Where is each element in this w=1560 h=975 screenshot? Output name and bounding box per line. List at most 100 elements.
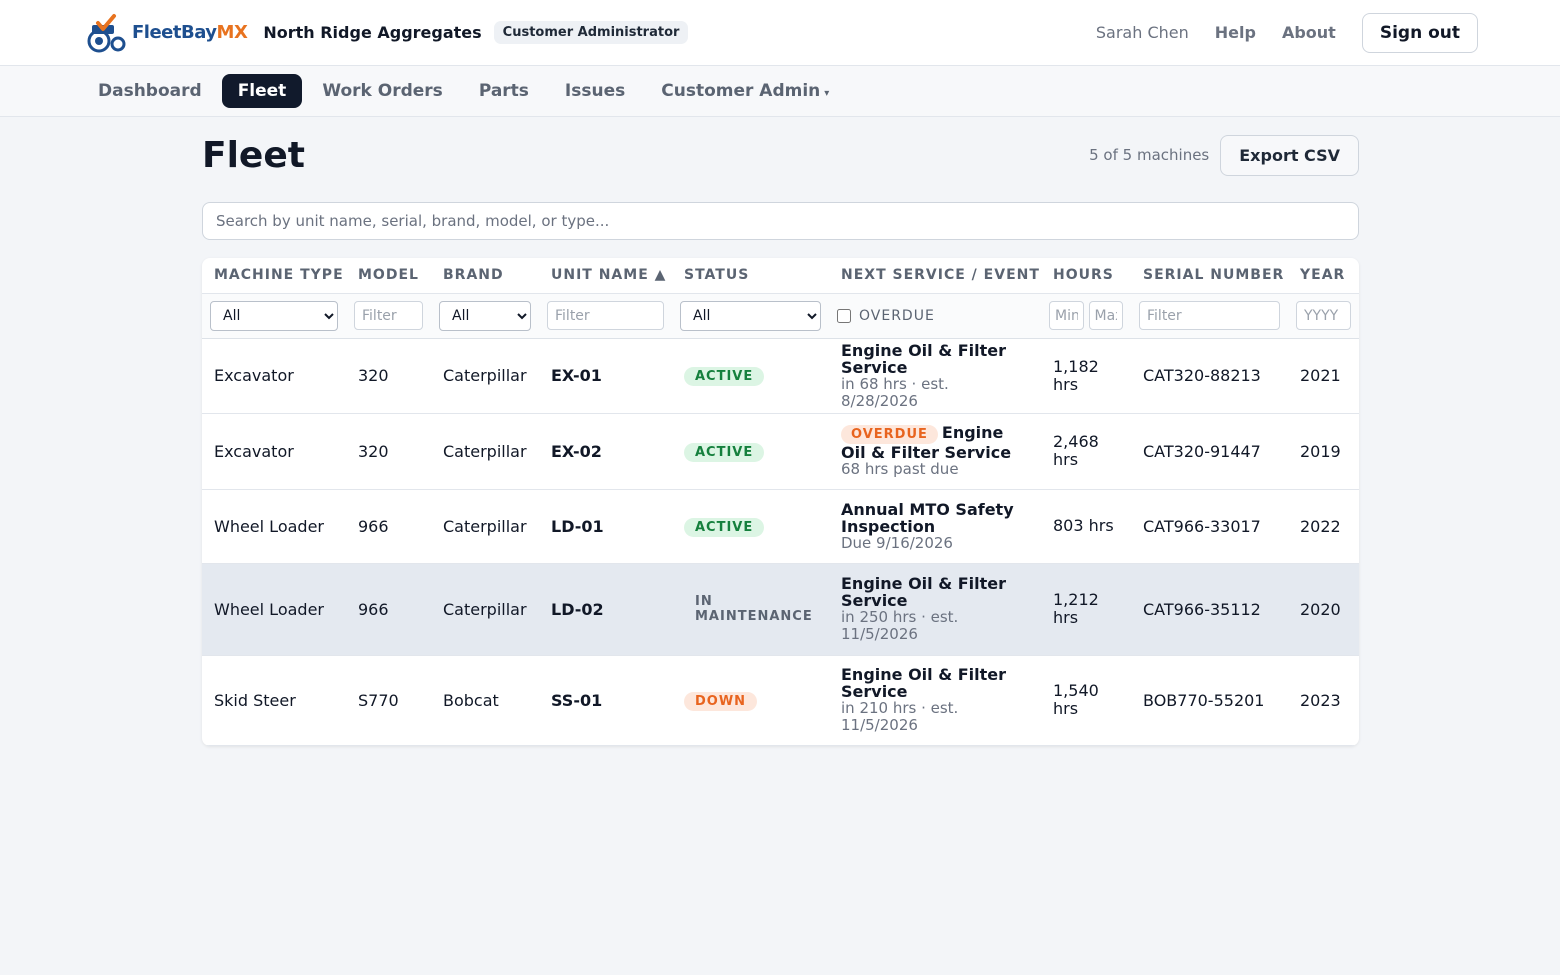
machine-count: 5 of 5 machines bbox=[1089, 146, 1210, 164]
service-title: Engine Oil & Filter Service bbox=[841, 665, 1007, 701]
status-badge: DOWN bbox=[684, 691, 758, 711]
serial-cell: CAT966-33017 bbox=[1131, 489, 1288, 564]
overdue-filter[interactable]: OVERDUE bbox=[837, 308, 1033, 324]
nav-issues[interactable]: Issues bbox=[564, 81, 626, 101]
year-cell: 2019 bbox=[1288, 413, 1359, 490]
machine-type-cell: Excavator bbox=[202, 413, 346, 490]
service-detail: in 250 hrs · est. 11/5/2026 bbox=[841, 608, 959, 643]
nav-work-orders[interactable]: Work Orders bbox=[322, 81, 443, 101]
col-status[interactable]: STATUS bbox=[672, 258, 829, 294]
nav-customer-admin-label: Customer Admin bbox=[661, 81, 821, 101]
serial-filter[interactable] bbox=[1139, 301, 1280, 330]
logo-wordmark: FleetBayMX bbox=[132, 22, 248, 43]
hours-cell: 1,540 hrs bbox=[1041, 655, 1131, 746]
service-detail: Due 9/16/2026 bbox=[841, 533, 953, 552]
model-cell: S770 bbox=[346, 655, 431, 746]
service-detail: in 68 hrs · est. 8/28/2026 bbox=[841, 374, 949, 410]
next-service-cell: Engine Oil & Filter Service in 68 hrs · e… bbox=[829, 338, 1041, 414]
hours-cell: 1,212 hrs bbox=[1041, 563, 1131, 656]
serial-cell: CAT966-35112 bbox=[1131, 563, 1288, 656]
col-machine-type[interactable]: MACHINE TYPE bbox=[202, 258, 346, 294]
next-service-cell: OVERDUE Engine Oil & Filter Service 68 hrs… bbox=[829, 413, 1041, 490]
hours-min-filter[interactable] bbox=[1049, 301, 1084, 330]
overdue-filter-label: OVERDUE bbox=[859, 307, 935, 324]
serial-cell: BOB770-55201 bbox=[1131, 655, 1288, 746]
export-csv-button[interactable]: Export CSV bbox=[1220, 134, 1359, 176]
model-cell: 966 bbox=[346, 489, 431, 564]
table-row[interactable]: Wheel Loader 966 Caterpillar LD-02 IN MA… bbox=[202, 563, 1359, 656]
unit-name-cell[interactable]: SS-01 bbox=[539, 655, 672, 746]
col-serial[interactable]: SERIAL NUMBER bbox=[1131, 258, 1288, 294]
status-badge: IN MAINTENANCE bbox=[695, 594, 813, 624]
unit-name-cell[interactable]: EX-01 bbox=[539, 338, 672, 414]
table-row[interactable]: Skid Steer S770 Bobcat SS-01 DOWN Engine… bbox=[202, 655, 1359, 746]
brand-cell: Caterpillar bbox=[431, 338, 539, 414]
nav-parts[interactable]: Parts bbox=[478, 81, 529, 101]
year-cell: 2022 bbox=[1288, 489, 1359, 564]
status-cell: ACTIVE bbox=[672, 489, 829, 564]
service-title: Engine Oil & Filter Service bbox=[841, 574, 1007, 610]
unit-name-cell[interactable]: LD-01 bbox=[539, 489, 672, 564]
fleet-table: MACHINE TYPE MODEL BRAND UNIT NAME ▲ STA… bbox=[202, 258, 1359, 746]
header-row: MACHINE TYPE MODEL BRAND UNIT NAME ▲ STA… bbox=[202, 258, 1359, 294]
brand-filter[interactable]: All bbox=[439, 300, 531, 331]
service-detail: 68 hrs past due bbox=[841, 460, 959, 478]
caret-down-icon: ▾ bbox=[824, 88, 830, 99]
fleet-table-card: MACHINE TYPE MODEL BRAND UNIT NAME ▲ STA… bbox=[202, 258, 1359, 746]
service-title: Engine Oil & Filter Service bbox=[841, 340, 1007, 377]
role-badge: Customer Administrator bbox=[493, 21, 689, 44]
overdue-checkbox[interactable] bbox=[837, 308, 851, 323]
hours-cell: 1,182 hrs bbox=[1041, 338, 1131, 414]
serial-cell: CAT320-91447 bbox=[1131, 413, 1288, 490]
table-row[interactable]: Excavator 320 Caterpillar EX-01 ACTIVE E… bbox=[202, 338, 1359, 414]
machine-type-cell: Skid Steer bbox=[202, 655, 346, 746]
status-badge: ACTIVE bbox=[684, 517, 765, 537]
col-hours[interactable]: HOURS bbox=[1041, 258, 1131, 294]
col-next-service[interactable]: NEXT SERVICE / EVENT bbox=[829, 258, 1041, 294]
top-header: FleetBayMX North Ridge Aggregates Custom… bbox=[0, 0, 1560, 66]
search-input[interactable] bbox=[202, 202, 1359, 240]
user-name: Sarah Chen bbox=[1095, 23, 1189, 42]
table-row[interactable]: Excavator 320 Caterpillar EX-02 ACTIVE O… bbox=[202, 413, 1359, 490]
unit-name-cell[interactable]: LD-02 bbox=[539, 563, 672, 656]
service-title: Annual MTO Safety Inspection bbox=[841, 499, 1014, 536]
page-title: Fleet bbox=[202, 134, 305, 176]
machine-type-cell: Wheel Loader bbox=[202, 563, 346, 656]
col-unit-name[interactable]: UNIT NAME ▲ bbox=[539, 258, 672, 294]
brand-cell: Caterpillar bbox=[431, 413, 539, 490]
col-model[interactable]: MODEL bbox=[346, 258, 431, 294]
year-filter[interactable] bbox=[1296, 301, 1351, 330]
about-link[interactable]: About bbox=[1281, 23, 1336, 42]
status-filter[interactable]: All bbox=[680, 300, 821, 331]
table-row[interactable]: Wheel Loader 966 Caterpillar LD-01 ACTIV… bbox=[202, 489, 1359, 564]
tractor-logo-icon bbox=[87, 13, 126, 52]
nav-fleet[interactable]: Fleet bbox=[221, 74, 303, 108]
overdue-badge: OVERDUE bbox=[841, 425, 938, 444]
sign-out-button[interactable]: Sign out bbox=[1361, 12, 1478, 53]
machine-type-cell: Excavator bbox=[202, 338, 346, 414]
status-cell: ACTIVE bbox=[672, 338, 829, 414]
service-title: Engine Oil & Filter Service bbox=[841, 423, 1012, 462]
status-badge: ACTIVE bbox=[684, 442, 765, 462]
help-link[interactable]: Help bbox=[1214, 23, 1256, 42]
unit-name-cell[interactable]: EX-02 bbox=[539, 413, 672, 490]
hours-max-filter[interactable] bbox=[1088, 301, 1123, 330]
model-filter[interactable] bbox=[354, 301, 423, 330]
brand-cell: Caterpillar bbox=[431, 489, 539, 564]
nav-customer-admin[interactable]: Customer Admin ▾ bbox=[645, 74, 845, 108]
col-brand[interactable]: BRAND bbox=[431, 258, 539, 294]
year-cell: 2023 bbox=[1288, 655, 1359, 746]
col-year[interactable]: YEAR bbox=[1288, 258, 1359, 294]
hours-cell: 2,468 hrs bbox=[1041, 413, 1131, 490]
brand-cell: Caterpillar bbox=[431, 563, 539, 656]
status-cell: DOWN bbox=[672, 655, 829, 746]
machine-type-filter[interactable]: All bbox=[210, 300, 338, 331]
nav-dashboard[interactable]: Dashboard bbox=[98, 81, 202, 101]
unit-name-filter[interactable] bbox=[547, 301, 664, 330]
brand-logo[interactable]: FleetBayMX bbox=[84, 13, 248, 53]
service-detail: in 210 hrs · est. 11/5/2026 bbox=[841, 699, 959, 734]
fleet-page: Fleet 5 of 5 machines Export CSV MACHINE… bbox=[202, 118, 1359, 746]
next-service-cell: Engine Oil & Filter Service in 210 hrs · … bbox=[829, 655, 1041, 746]
year-cell: 2021 bbox=[1288, 338, 1359, 414]
model-cell: 320 bbox=[346, 413, 431, 490]
